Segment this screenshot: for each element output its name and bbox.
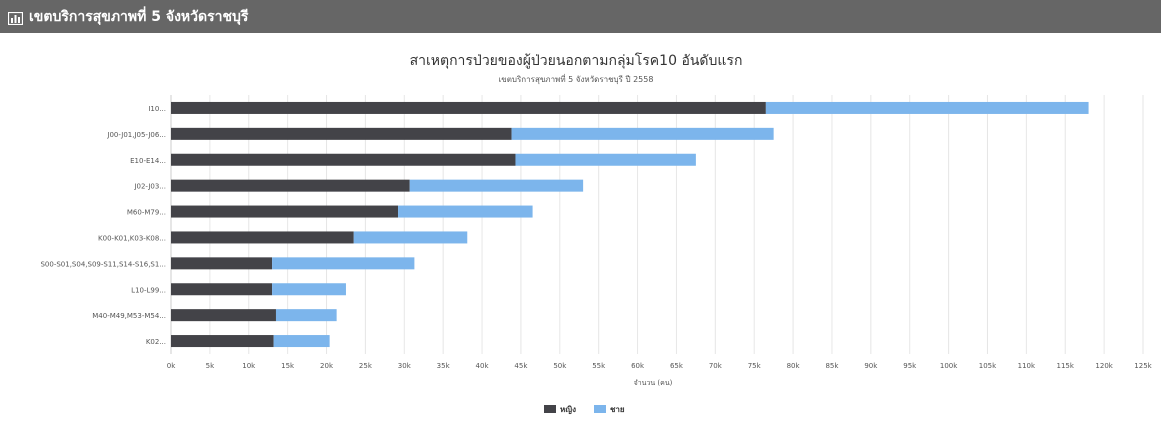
chart-subtitle: เขตบริการสุขภาพที่ 5 จังหวัดราชบุรี ปี 2… bbox=[499, 73, 654, 84]
bar-segment[interactable] bbox=[171, 101, 766, 114]
bar-segment[interactable] bbox=[398, 205, 533, 218]
bar-segment[interactable] bbox=[353, 231, 468, 244]
category-label: K02... bbox=[146, 338, 166, 346]
x-tick-label: 0k bbox=[167, 362, 176, 370]
category-label: M40-M49,M53-M54... bbox=[92, 312, 166, 320]
category-label: K00-K01,K03-K08... bbox=[98, 234, 166, 242]
x-tick-label: 10k bbox=[242, 362, 256, 370]
bar-segment[interactable] bbox=[171, 283, 273, 296]
category-label: I10... bbox=[148, 105, 166, 113]
x-tick-label: 25k bbox=[359, 362, 373, 370]
panel-title: เขตบริการสุขภาพที่ 5 จังหวัดราชบุรี bbox=[29, 8, 249, 25]
bar-segment[interactable] bbox=[765, 101, 1089, 114]
x-tick-label: 15k bbox=[281, 362, 295, 370]
x-tick-label: 20k bbox=[320, 362, 334, 370]
category-label: J02-J03... bbox=[133, 183, 166, 191]
x-tick-label: 115k bbox=[1057, 362, 1075, 370]
x-tick-label: 40k bbox=[476, 362, 490, 370]
x-axis-title: จำนวน (คน) bbox=[634, 379, 673, 387]
x-tick-label: 60k bbox=[631, 362, 645, 370]
bar-segment[interactable] bbox=[409, 179, 584, 192]
legend-label[interactable]: ชาย bbox=[610, 405, 625, 414]
x-tick-label: 100k bbox=[940, 362, 958, 370]
bar-segment[interactable] bbox=[171, 205, 399, 218]
bar-segment[interactable] bbox=[171, 231, 354, 244]
bars bbox=[171, 101, 1089, 348]
x-tick-label: 75k bbox=[748, 362, 762, 370]
legend-swatch[interactable] bbox=[594, 405, 606, 413]
bar-segment[interactable] bbox=[171, 335, 274, 348]
bar-segment[interactable] bbox=[171, 127, 512, 140]
chart-title: สาเหตุการป่วยของผู้ป่วยนอกตามกลุ่มโรค10 … bbox=[410, 52, 743, 69]
category-label: J00-J01,J05-J06... bbox=[106, 131, 166, 139]
x-tick-label: 120k bbox=[1095, 362, 1113, 370]
x-tick-label: 90k bbox=[864, 362, 878, 370]
x-tick-label: 65k bbox=[670, 362, 684, 370]
category-label: E10-E14... bbox=[130, 157, 166, 165]
panel-header: เขตบริการสุขภาพที่ 5 จังหวัดราชบุรี bbox=[0, 0, 1161, 33]
bar-chart: สาเหตุการป่วยของผู้ป่วยนอกตามกลุ่มโรค10 … bbox=[40, 52, 1153, 415]
x-tick-labels: 0k 5k 10k 15k 20k 25k 30k 35k 40k 45k 50k 55k 60k 65k… bbox=[167, 362, 1153, 370]
x-tick-label: 35k bbox=[437, 362, 451, 370]
x-tick-label: 50k bbox=[553, 362, 567, 370]
x-tick-label: 110k bbox=[1018, 362, 1036, 370]
x-tick-label: 70k bbox=[709, 362, 723, 370]
x-tick-label: 85k bbox=[825, 362, 839, 370]
x-tick-label: 55k bbox=[592, 362, 606, 370]
category-label: S00-S01,S04,S09-S11,S14-S16,S1... bbox=[40, 260, 166, 268]
bar-segment[interactable] bbox=[171, 179, 410, 192]
bar-segment[interactable] bbox=[273, 335, 330, 348]
legend: หญิง ชาย bbox=[544, 405, 625, 415]
x-tick-label: 95k bbox=[903, 362, 917, 370]
legend-swatch[interactable] bbox=[544, 405, 556, 413]
x-tick-label: 125k bbox=[1134, 362, 1152, 370]
x-tick-label: 5k bbox=[206, 362, 215, 370]
bar-segment[interactable] bbox=[515, 153, 696, 166]
x-tick-label: 30k bbox=[398, 362, 412, 370]
bar-segment[interactable] bbox=[272, 257, 415, 270]
x-tick-label: 80k bbox=[787, 362, 801, 370]
x-tick-label: 45k bbox=[514, 362, 528, 370]
category-labels: I10... J00-J01,J05-J06... E10-E14... J02-J0… bbox=[40, 105, 166, 346]
category-label: M60-M79... bbox=[127, 209, 166, 217]
bar-segment[interactable] bbox=[171, 257, 273, 270]
bar-segment[interactable] bbox=[275, 309, 337, 322]
bar-segment[interactable] bbox=[171, 153, 516, 166]
x-tick-label: 105k bbox=[979, 362, 997, 370]
bar-chart-icon bbox=[7, 10, 24, 26]
legend-label[interactable]: หญิง bbox=[560, 405, 576, 415]
bar-segment[interactable] bbox=[171, 309, 276, 322]
bar-segment[interactable] bbox=[272, 283, 346, 296]
category-label: L10-L99... bbox=[131, 286, 166, 294]
bar-segment[interactable] bbox=[511, 127, 774, 140]
